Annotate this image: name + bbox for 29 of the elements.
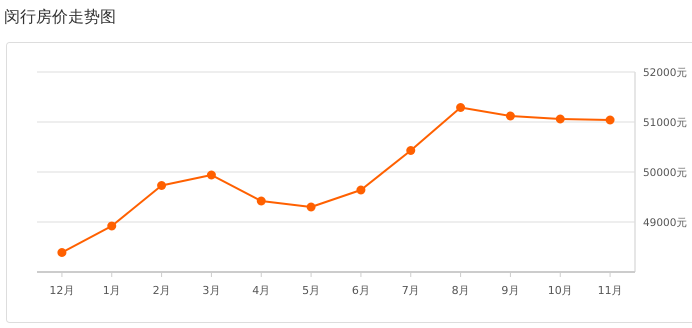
y-tick-label: 49000元 <box>643 217 688 229</box>
point <box>506 112 515 120</box>
x-tick-label: 10月 <box>548 284 573 297</box>
point <box>256 196 266 206</box>
x-tick-label: 8月 <box>452 284 470 297</box>
point <box>356 186 366 194</box>
x-tick-label: 2月 <box>152 284 171 297</box>
point <box>157 181 166 190</box>
point <box>456 103 466 112</box>
x-tick-label: 1月 <box>102 284 121 297</box>
x-tick-label: 6月 <box>352 284 370 297</box>
x-tick-label: 12月 <box>49 284 74 297</box>
point <box>556 114 565 124</box>
y-tick-label: 51000元 <box>643 117 688 129</box>
point <box>306 202 316 212</box>
x-tick-label: 11月 <box>598 284 623 297</box>
point <box>57 248 66 257</box>
point <box>606 116 615 124</box>
x-tick-label: 9月 <box>501 284 520 297</box>
x-tick-label: 5月 <box>302 284 320 297</box>
point <box>406 146 416 155</box>
point <box>206 170 216 180</box>
point <box>107 222 116 230</box>
x-tick-label: 7月 <box>402 284 420 297</box>
y-tick-label: 50000元 <box>643 167 688 179</box>
y-tick-label: 52000元 <box>643 67 688 79</box>
x-tick-label: 4月 <box>252 284 270 297</box>
chart-title: 闵行房价走势图 <box>4 7 116 26</box>
x-tick-label: 3月 <box>202 284 220 297</box>
